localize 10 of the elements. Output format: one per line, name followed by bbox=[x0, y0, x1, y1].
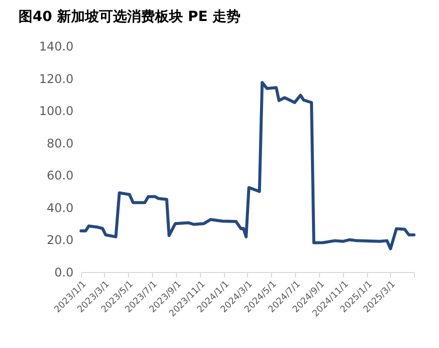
line-series bbox=[80, 80, 416, 250]
y-tick-label: 100.0 bbox=[39, 104, 74, 118]
y-tick-label: 140.0 bbox=[39, 40, 74, 54]
y-tick-label: 80.0 bbox=[46, 136, 74, 150]
y-tick-label: 0.0 bbox=[54, 266, 74, 280]
y-tick-label: 120.0 bbox=[39, 72, 74, 86]
chart-title: 图40 新加坡可选消费板块 PE 走势 bbox=[18, 8, 241, 25]
y-tick-label: 40.0 bbox=[46, 200, 74, 215]
y-tick-label: 20.0 bbox=[46, 233, 74, 248]
y-tick-label: 60.0 bbox=[46, 168, 74, 183]
